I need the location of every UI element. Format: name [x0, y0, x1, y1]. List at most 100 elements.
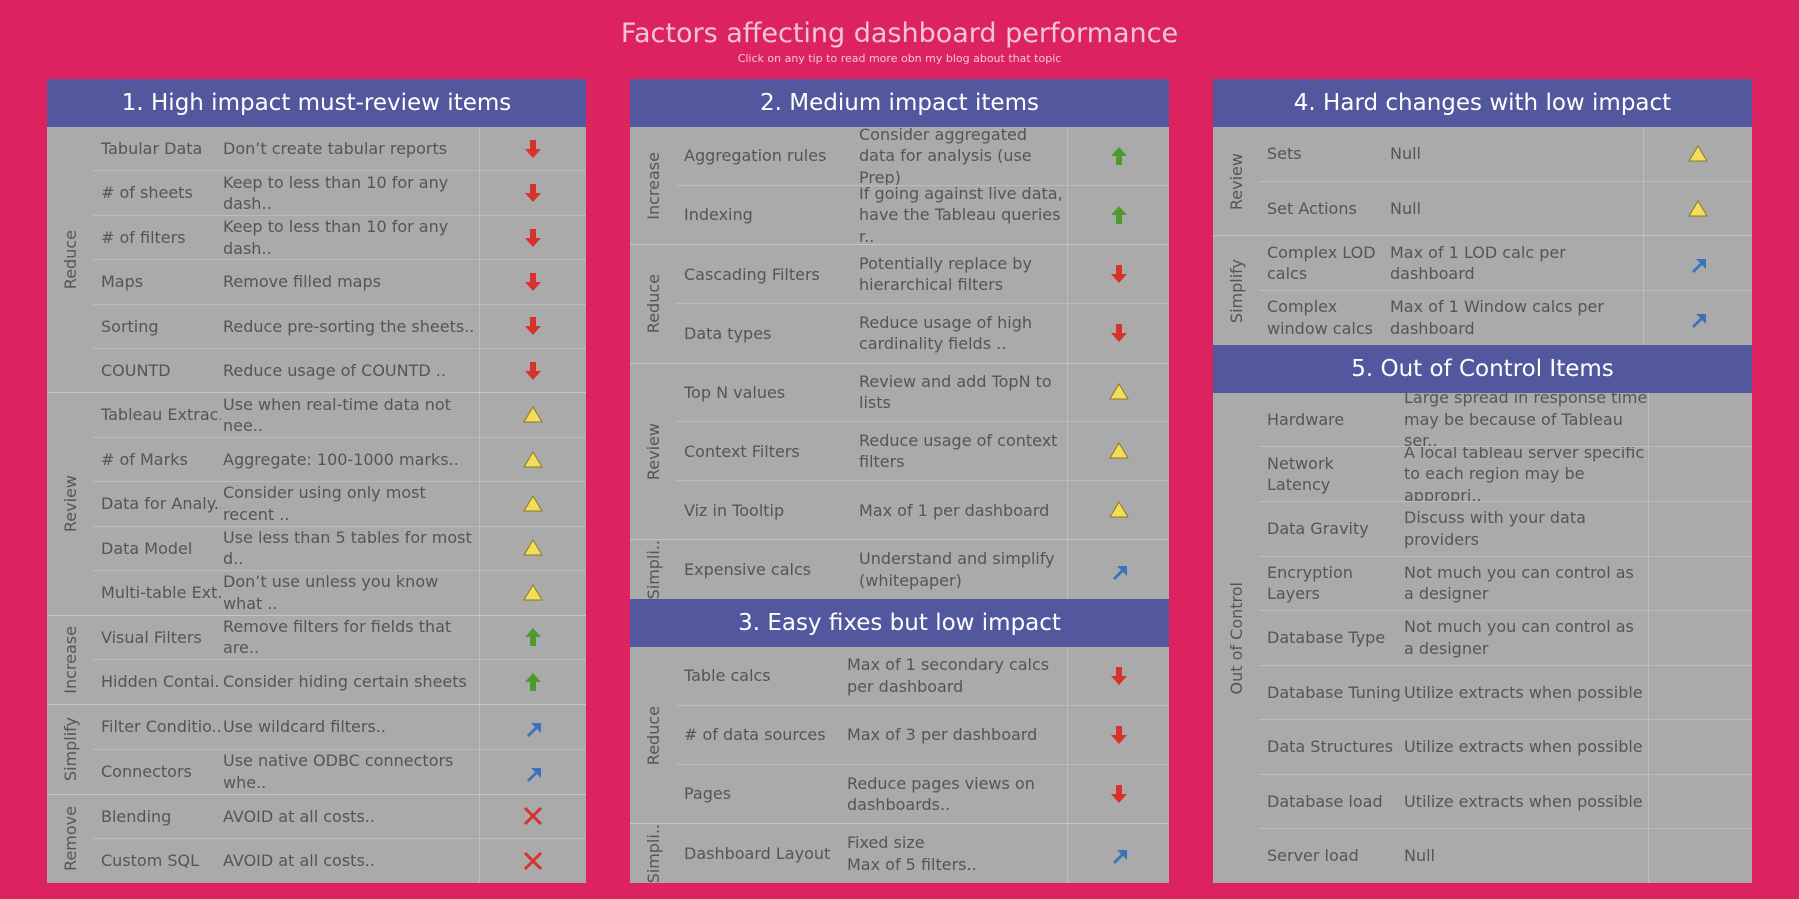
tip-link[interactable]: Not much you can control as a designer — [1404, 562, 1634, 604]
group-rows: Table calcs Max of 1 secondary calcs per … — [676, 647, 1169, 824]
tip-link[interactable]: Reduce usage of COUNTD .. — [223, 360, 446, 380]
group-label-cell: Increase — [630, 127, 676, 244]
table-row: Top N values Review and add TopN to lists — [676, 363, 1169, 423]
tip-link[interactable]: Max of 1 secondary calcs per dashboard — [847, 655, 1050, 697]
table-row: Set Actions Null — [1259, 181, 1752, 236]
tip-link[interactable]: Potentially replace by hierarchical filt… — [859, 253, 1032, 295]
tip-link[interactable]: Don’t create tabular reports — [223, 138, 448, 158]
tip-link[interactable]: Keep to less than 10 for any dash.. — [223, 216, 449, 258]
item-name: Complex LOD calcs — [1267, 242, 1376, 284]
table-row: Visual Filters Remove filters for fields … — [93, 615, 586, 661]
icon-cell — [1648, 556, 1752, 611]
item-name: Visual Filters — [101, 627, 202, 647]
tip-link[interactable]: Large spread in response time may be bec… — [1404, 392, 1648, 447]
group-label: Reduce — [60, 230, 80, 290]
icon-diagonal — [527, 767, 541, 782]
icon-cell — [1643, 236, 1752, 291]
icon-down — [525, 317, 541, 336]
tip-link[interactable]: Consider using only most recent .. — [223, 483, 426, 524]
group: Reduce Table calcs Max of 1 secondary calc… — [630, 647, 1169, 825]
item-name: Table calcs — [684, 666, 771, 686]
item-name: Expensive calcs — [684, 559, 812, 579]
icon-cell — [479, 839, 586, 883]
tip-link[interactable]: Max of 1 LOD calc per dashboard — [1390, 242, 1566, 284]
icon-cell — [1067, 647, 1169, 706]
panel-header: 2. Medium impact items — [630, 79, 1169, 127]
group-label: Review — [643, 422, 663, 480]
tip-link[interactable]: Use less than 5 tables for most d.. — [223, 527, 472, 569]
tip-link[interactable]: Remove filled maps — [223, 272, 381, 292]
tip-link[interactable]: Max of 1 per dashboard — [859, 500, 1050, 520]
group-label: Review — [1226, 152, 1246, 210]
item-name: Connectors — [101, 761, 192, 781]
group: Reduce Tabular Data Don’t create tabular r… — [47, 127, 586, 394]
group: Review Sets Null Set Actions Null — [1213, 127, 1752, 237]
item-name: Tableau Extrac.. — [101, 405, 221, 425]
table-row: Table calcs Max of 1 secondary calcs per … — [676, 647, 1169, 707]
table-row: Filter Conditio.. Use wildcard filters.. — [93, 705, 586, 750]
icon-triangle — [1108, 442, 1129, 459]
tip-link[interactable]: Max of 3 per dashboard — [847, 725, 1038, 745]
icon-cell — [479, 794, 586, 839]
group-rows: Tableau Extrac.. Use when real-time data … — [93, 393, 586, 615]
icon-down — [1110, 667, 1127, 686]
table-row: Indexing If going against live data, have… — [676, 186, 1169, 245]
group-label: Review — [60, 475, 80, 533]
tip-link[interactable]: Utilize extracts when possible — [1404, 791, 1643, 811]
icon-triangle — [523, 495, 543, 512]
tip-link[interactable]: Reduce usage of context filters — [859, 430, 1058, 472]
icon-triangle — [523, 583, 543, 601]
group-rows: Visual Filters Remove filters for fields … — [93, 615, 586, 705]
panel-column: 4. Hard changes with low impact Review Set… — [1213, 79, 1752, 884]
tip-link[interactable]: Null — [1390, 144, 1421, 164]
icon-down — [1110, 785, 1127, 804]
tip-link[interactable]: Aggregate: 100-1000 marks.. — [223, 449, 459, 469]
group-rows: Expensive calcs Understand and simplify (… — [676, 540, 1169, 599]
table-row: Custom SQL AVOID at all costs.. — [93, 839, 586, 883]
tip-link[interactable]: Null — [1404, 846, 1435, 866]
item-name: Viz in Tooltip — [684, 500, 785, 520]
group-label-cell: Simpli.. — [630, 540, 676, 599]
icon-diagonal — [1692, 259, 1706, 274]
tip-link[interactable]: Review and add TopN to lists — [859, 371, 1052, 413]
tip-link[interactable]: Null — [1390, 198, 1421, 218]
item-name: Context Filters — [684, 441, 800, 461]
group-rows: Blending AVOID at all costs.. Custom SQL AV… — [93, 794, 586, 883]
tip-link[interactable]: Utilize extracts when possible — [1404, 682, 1643, 702]
tip-link[interactable]: Reduce pages views on dashboards.. — [847, 773, 1035, 815]
tip-link[interactable]: Understand and simplify (whitepaper) — [859, 549, 1055, 590]
icon-cell — [1067, 363, 1169, 422]
table-row: Pages Reduce pages views on dashboards.. — [676, 765, 1169, 824]
icon-triangle — [1108, 383, 1129, 400]
tip-link[interactable]: AVOID at all costs.. — [223, 851, 375, 871]
tip-link[interactable]: Use when real-time data not nee.. — [223, 394, 451, 436]
tip-link[interactable]: Fixed size Max of 5 filters.. — [847, 833, 977, 874]
tip-link[interactable]: Reduce usage of high cardinality fields … — [859, 312, 1033, 354]
tip-link[interactable]: Reduce pre-sorting the sheets.. — [223, 316, 475, 336]
tip-link[interactable]: Not much you can control as a designer — [1404, 617, 1634, 658]
tip-link[interactable]: A local tableau server specific to each … — [1404, 447, 1645, 501]
item-name: Database Type — [1267, 628, 1386, 648]
tip-link[interactable]: Utilize extracts when possible — [1404, 737, 1643, 757]
tip-link[interactable]: Discuss with your data providers — [1404, 508, 1586, 549]
tip-link[interactable]: Don’t use unless you know what .. — [223, 572, 439, 613]
table-row: Sorting Reduce pre-sorting the sheets.. — [93, 304, 586, 350]
tip-link[interactable]: Remove filters for fields that are.. — [223, 616, 452, 658]
item-name: Network Latency — [1267, 453, 1334, 495]
table-row: Cascading Filters Potentially replace by … — [676, 245, 1169, 305]
tip-link[interactable]: Use native ODBC connectors whe.. — [223, 751, 454, 792]
tip-link[interactable]: Consider aggregated data for analysis (u… — [859, 127, 1032, 186]
tip-link[interactable]: Keep to less than 10 for any dash.. — [223, 172, 449, 214]
tip-link[interactable]: If going against live data, have the Tab… — [859, 186, 1063, 245]
group-label-cell: Increase — [47, 616, 93, 704]
tip-link[interactable]: Consider hiding certain sheets — [223, 672, 467, 692]
item-name: Dashboard Layout — [684, 843, 831, 863]
tip-link[interactable]: Max of 1 Window calcs per dashboard — [1390, 297, 1604, 338]
table-row: Sets Null — [1259, 127, 1752, 182]
item-name: # of sheets — [101, 183, 193, 203]
tip-link[interactable]: Use wildcard filters.. — [223, 717, 386, 737]
group-rows: Filter Conditio.. Use wildcard filters.. C… — [93, 705, 586, 794]
tip-link[interactable]: AVOID at all costs.. — [223, 806, 375, 826]
group-label: Simplify — [1226, 258, 1246, 323]
